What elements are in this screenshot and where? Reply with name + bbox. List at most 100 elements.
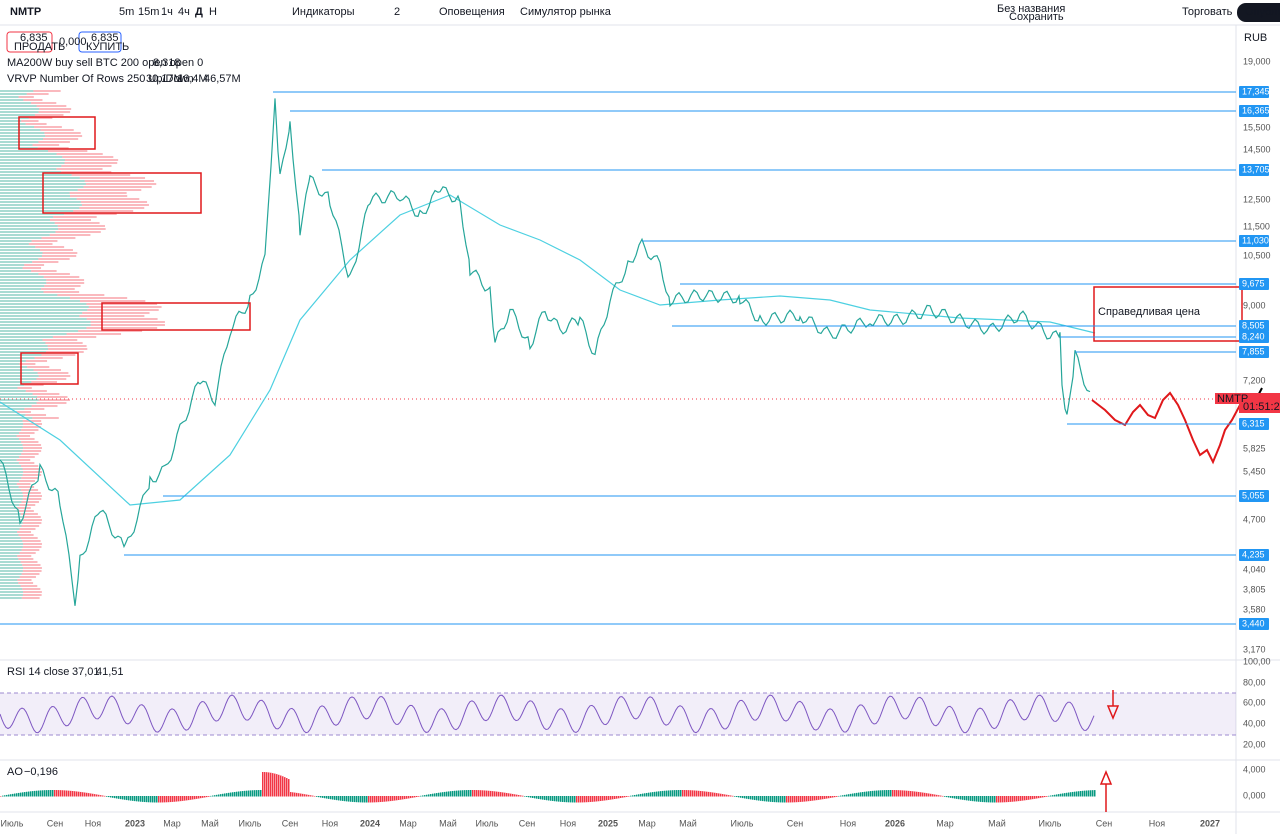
profile-bar-up [0,546,23,548]
time-tick-label: Мар [936,818,954,828]
interval[interactable]: 15m [138,6,159,18]
ao-bar [458,790,460,797]
trade-button[interactable]: Торговать [1182,6,1233,18]
ao-bar [328,796,330,799]
level-label: 16,365 [1242,105,1270,115]
ao-bar [36,790,38,797]
profile-bar-down [18,558,34,560]
ao-bar [320,796,322,798]
ao-bar [262,772,264,797]
time-tick-label: 2026 [885,818,905,828]
time-tick-label: Ноя [840,818,857,828]
time-tick-label: 2027 [1200,818,1220,828]
interval[interactable]: Д [195,6,203,18]
profile-bar-up [0,195,70,197]
ao-bar [464,790,466,797]
profile-bar-up [0,207,80,209]
ao-bar [178,796,180,802]
profile-bar-up [0,330,79,332]
ao-bar [10,794,12,797]
profile-bar-down [46,282,85,284]
profile-bar-down [22,450,42,452]
level-badge [1239,164,1269,176]
ao-bar [584,796,586,803]
ao-bar [536,796,538,799]
interval[interactable]: 5m [119,6,134,18]
level-label: 3,440 [1242,618,1265,628]
ao-bar [1086,790,1088,797]
ao-bar [804,796,806,802]
ao-bar [258,790,260,797]
ao-bar [924,792,926,797]
profile-bar-up [0,462,19,464]
profile-bar-up [0,444,23,446]
profile-bar-up [0,552,20,554]
layout-name[interactable]: Без названия [997,3,1065,15]
profile-bar-down [25,390,47,392]
ao-bar [868,791,870,797]
profile-bar-up [0,90,34,92]
ao-bar [364,796,366,803]
ao-bar [638,794,640,797]
ao-bar [298,793,300,797]
buy-button[interactable] [78,31,122,53]
profile-bar-down [88,306,162,308]
ao-bar [1052,795,1054,797]
interval[interactable]: 1ч [161,6,173,18]
profile-bar-up [0,267,23,269]
profile-bar-up [0,96,19,98]
ao-bar [198,796,200,799]
profile-bar-up [0,255,42,257]
profile-bar-up [0,372,38,374]
ao-bar [818,796,820,800]
ao-bar [360,796,362,803]
ao-bar [786,796,788,803]
ao-bar [404,796,406,800]
profile-bar-down [61,171,112,173]
interval[interactable]: 4ч [178,6,190,18]
ao-bar [56,790,58,797]
ao-bar [506,792,508,797]
ao-bar [248,790,250,797]
symbol[interactable]: NMTP [10,6,41,18]
level-label: 11,030 [1242,235,1269,245]
publish-label[interactable]: Опубликовать [1245,6,1280,18]
ao-bar [572,796,574,803]
ao-bar [562,796,564,802]
profile-bar-down [21,501,39,503]
ao-bar [626,796,628,797]
price-badge [1215,393,1239,404]
ao-bar [230,792,232,797]
ao-bar [712,792,714,797]
profile-bar-down [22,594,42,596]
profile-bar-down [19,456,35,458]
ao-bar [190,796,192,800]
interval[interactable]: Н [209,6,217,18]
profile-bar-up [0,264,25,266]
ao-bar [94,794,96,797]
publish-button[interactable] [1237,3,1280,22]
ao-bar [416,796,418,798]
profile-bar-down [25,123,47,125]
profile-bar-up [0,501,22,503]
time-tick-label: Май [988,818,1006,828]
indicators-button[interactable]: Индикаторы [292,6,355,18]
ao-bar [42,790,44,797]
ao-bar [144,796,146,803]
ao-bar [386,796,388,802]
ao-bar [292,792,294,797]
sell-button[interactable] [6,31,53,53]
profile-bar-down [19,576,36,578]
profile-bar-up [0,564,23,566]
alerts-button[interactable]: Оповещения [439,6,505,18]
ao-bar [286,778,288,797]
ao-bar [224,793,226,797]
ao-bar [820,796,822,800]
ao-bar [1026,796,1028,801]
ao-bar [166,796,168,803]
ao-bar [152,796,154,803]
ao-bar [38,790,40,797]
replay-button[interactable]: Симулятор рынка [520,6,612,18]
ao-bar [60,790,62,797]
ao-bar [530,796,532,798]
